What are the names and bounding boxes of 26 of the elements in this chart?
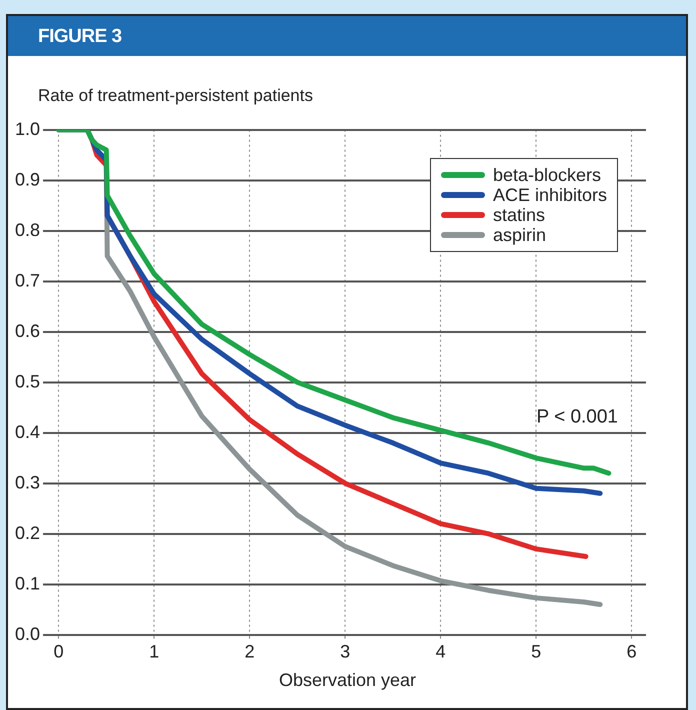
x-tick-label: 0 <box>54 642 64 662</box>
y-tick-label: 0.5 <box>14 371 40 392</box>
y-axis-title: Rate of treatment-persistent patients <box>38 86 313 106</box>
x-tick-label: 6 <box>626 642 637 662</box>
x-tick-label: 2 <box>244 642 255 662</box>
annotation: P < 0.001 <box>536 406 618 428</box>
x-tick-label: 1 <box>149 642 160 662</box>
y-tick-label: 0.1 <box>14 573 40 594</box>
y-tick-label: 0.7 <box>14 270 40 290</box>
y-tick-label: 0.2 <box>14 522 40 543</box>
chart-title: FIGURE 3 <box>8 16 686 56</box>
y-tick-label: 0.9 <box>14 169 40 190</box>
legend-label: ACE inhibitors <box>492 184 607 205</box>
y-tick-label: 0.0 <box>14 624 40 644</box>
y-tick-label: 0.3 <box>14 472 40 492</box>
y-tick-label: 0.4 <box>14 422 40 442</box>
y-tick-label: 0.6 <box>14 320 40 341</box>
x-tick-label: 4 <box>436 642 446 662</box>
x-tick-label: 3 <box>340 642 350 662</box>
y-tick-label: 1.0 <box>14 118 40 139</box>
legend-label: beta-blockers <box>492 164 602 185</box>
x-axis-title: Observation year <box>278 670 416 690</box>
x-tick-label: 5 <box>531 642 542 662</box>
y-tick-label: 0.8 <box>14 220 40 240</box>
legend-label: statins <box>492 204 545 225</box>
legend-label: aspirin <box>492 224 546 245</box>
